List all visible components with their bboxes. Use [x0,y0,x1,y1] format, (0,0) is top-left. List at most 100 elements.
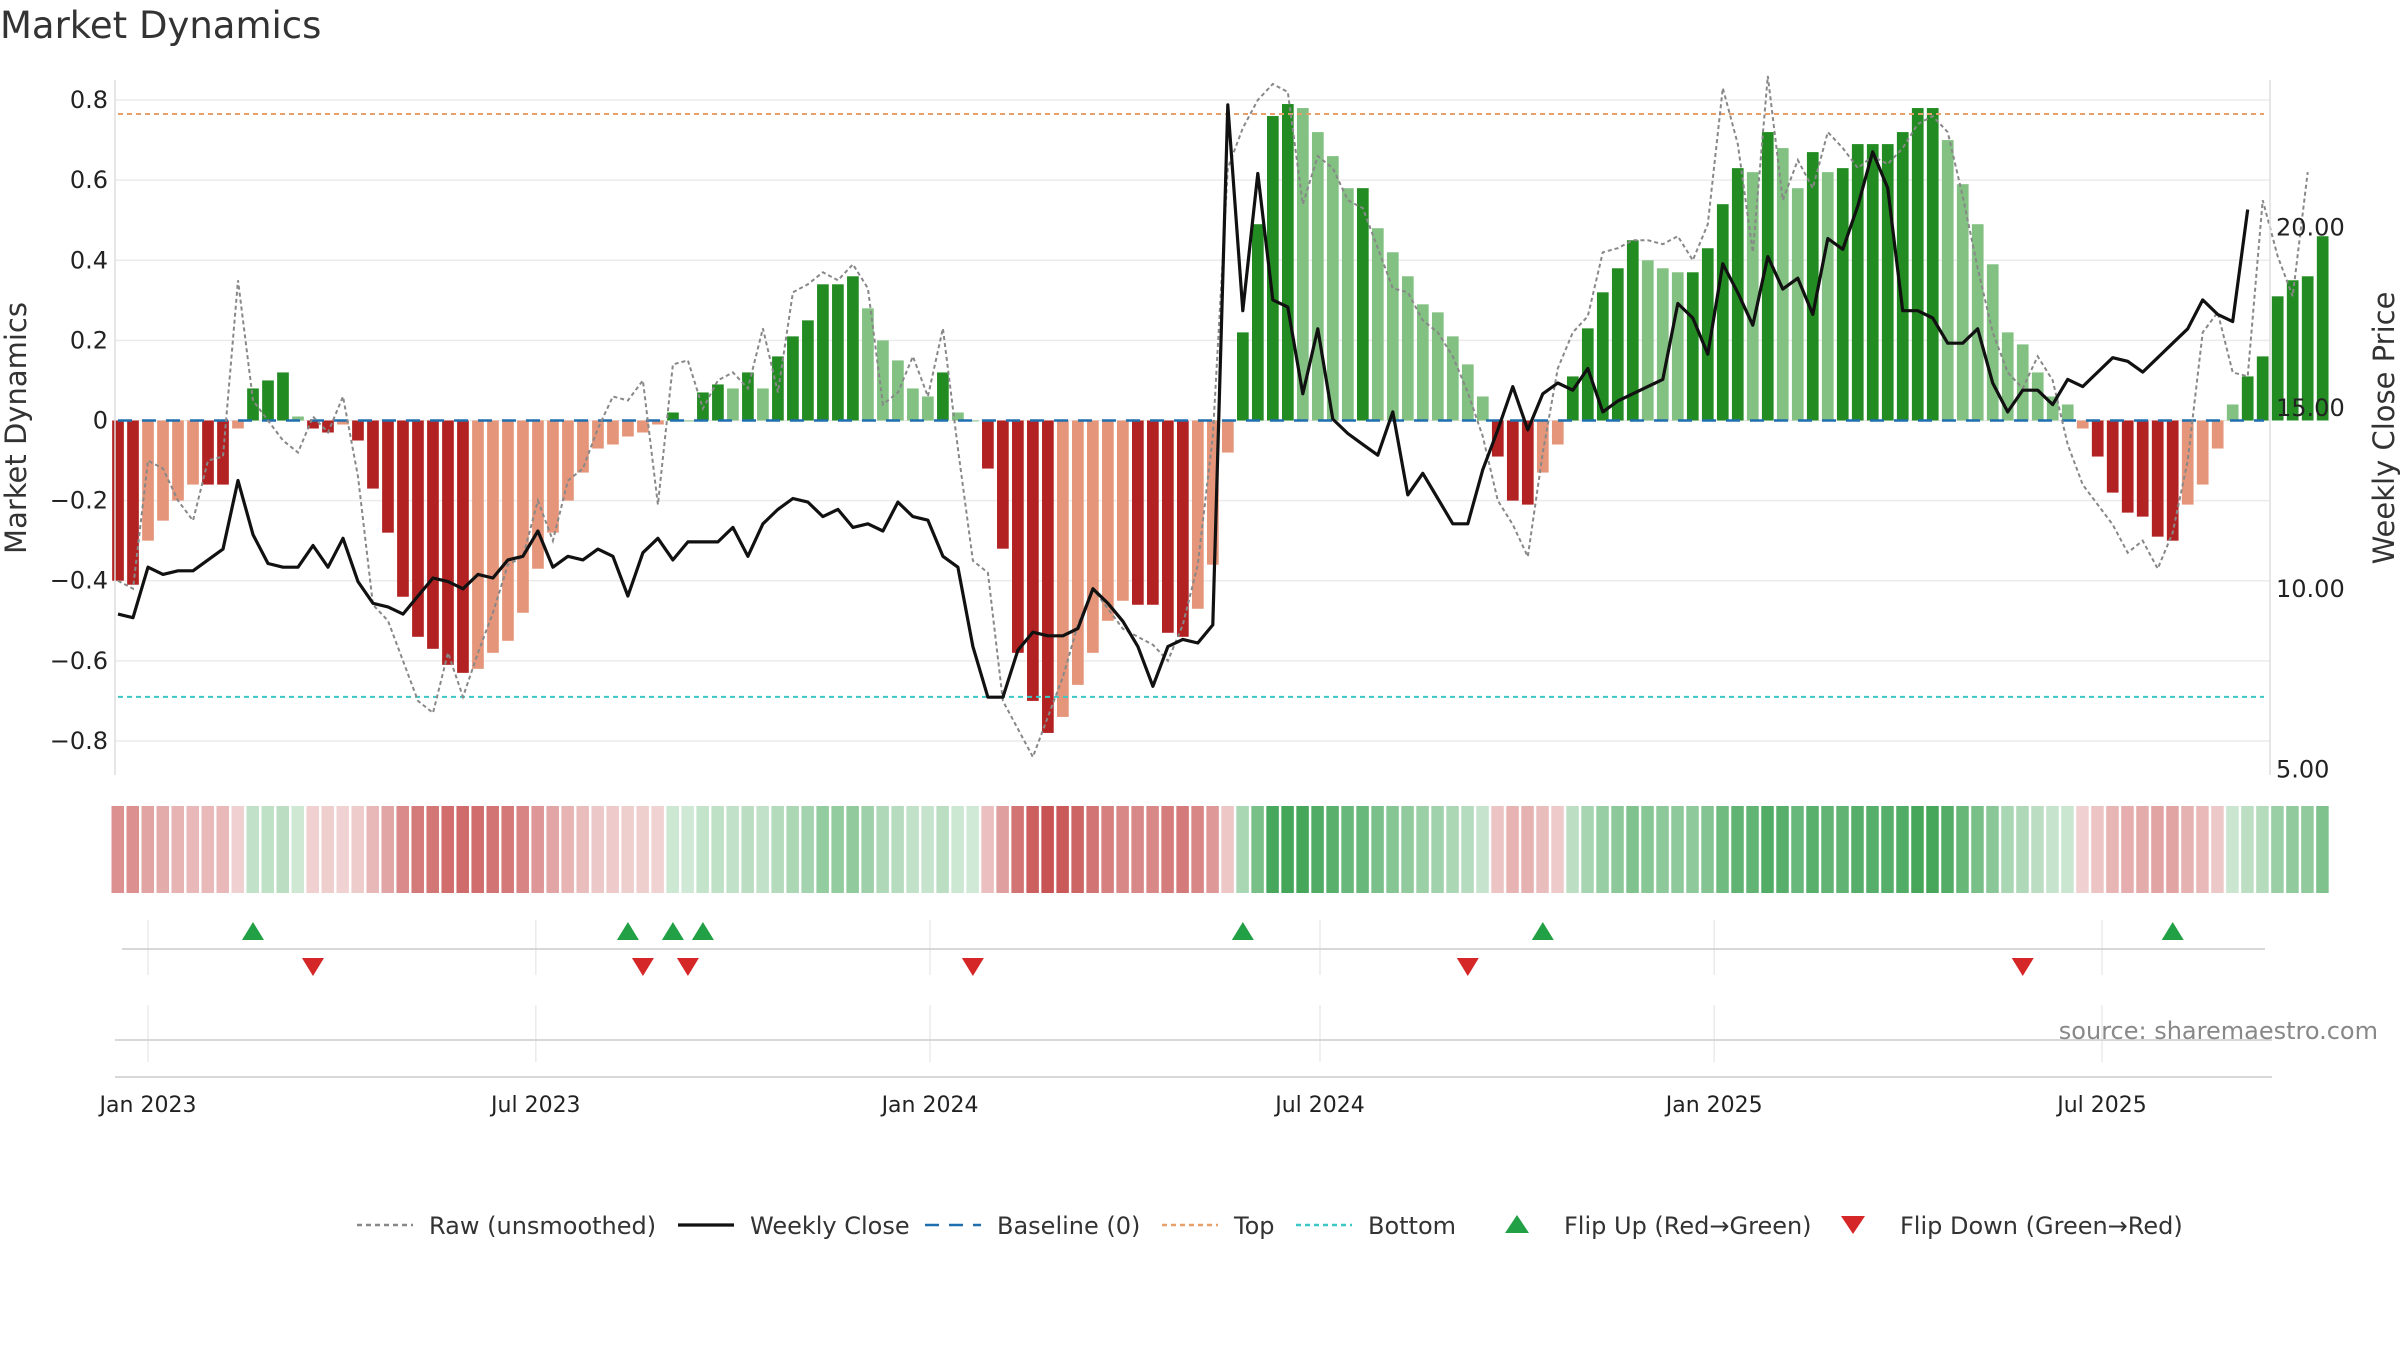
dynamics-bar [1776,148,1789,421]
dynamics-bar [607,420,619,445]
dynamics-bar [952,412,964,421]
legend-flip-down-icon [1841,1216,1865,1234]
dynamics-bar [2046,396,2059,421]
dynamics-bar [307,420,319,429]
regime-cell [1506,806,1519,893]
flip-up-marker [691,922,714,940]
dynamics-bar [1911,108,1924,421]
dynamics-bar [1851,144,1864,421]
regime-cell [966,806,979,893]
dynamics-bar [2286,280,2299,421]
dynamics-bar [1311,132,1324,421]
legend-flip-up-icon [1505,1215,1529,1233]
regime-cell [201,806,214,893]
regime-cell [2226,806,2239,893]
dynamics-bar [1806,152,1819,421]
regime-cell [1071,806,1084,893]
regime-cell [1656,806,1669,893]
regime-cell [726,806,739,893]
x-tick-label: Jul 2023 [489,1093,581,1118]
dynamics-bar [652,420,664,425]
regime-cell [981,806,994,893]
regime-cell [1611,806,1624,893]
regime-cell [2046,806,2059,893]
dynamics-bar [1206,420,1219,565]
regime-cell [1161,806,1174,893]
flip-up-marker [241,922,264,940]
dynamics-bar [1431,312,1444,421]
left-tick-label: 0.6 [70,166,108,194]
dynamics-bar [442,420,454,665]
dynamics-bars [112,104,2329,733]
dynamics-bar [1326,156,1339,421]
regime-cell [126,806,140,893]
regime-cell [1491,806,1504,893]
dynamics-bar [787,336,799,421]
dynamics-bar [1656,268,1669,421]
dynamics-bar [1476,396,1489,421]
dynamics-bar [802,320,814,421]
dynamics-bar [142,420,154,541]
regime-cell [111,806,125,893]
dynamics-bar [1686,272,1699,421]
regime-cell [1536,806,1549,893]
dynamics-bar [1836,168,1849,421]
regime-cell [1146,806,1159,893]
flip-down-marker [1456,958,1479,976]
weekly-close-line [117,103,2250,699]
dynamics-bar [1221,420,1234,453]
regime-cell [1896,806,1909,893]
regime-cell [1731,806,1744,893]
legend-label: Baseline (0) [997,1212,1140,1240]
dynamics-bar [427,420,439,649]
dynamics-bar [562,420,574,501]
regime-cell [741,806,754,893]
regime-cell [1791,806,1804,893]
regime-cell [1836,806,1849,893]
dynamics-bar [2211,420,2224,449]
regime-cell [2196,806,2209,893]
left-tick-label: −0.2 [50,487,108,515]
dynamics-bar [922,396,934,421]
flip-down-marker [631,958,654,976]
regime-cell [561,806,574,893]
dynamics-bar [1027,420,1039,701]
dynamics-bar [2316,236,2329,421]
series-lines [117,75,2309,760]
regime-cell [1236,806,1249,893]
regime-cell [426,806,439,893]
regime-cell [891,806,904,893]
regime-cell [786,806,799,893]
regime-cell [276,806,289,893]
raw-series-line [117,75,2309,760]
regime-cell [1701,806,1714,893]
regime-cell [2241,806,2254,893]
dynamics-bar [277,372,289,421]
flip-markers [241,922,2184,976]
regime-cell [1131,806,1144,893]
dynamics-bar [232,420,244,429]
regime-cell [216,806,229,893]
dynamics-bar [1986,264,1999,421]
dynamics-bar [2106,420,2119,493]
regime-cell [1806,806,1819,893]
dynamics-bar [2031,372,2044,421]
regime-cell [531,806,544,893]
regime-cell [246,806,259,893]
dynamics-bar [2121,420,2134,513]
dynamics-bar [1821,172,1834,421]
dynamics-bar [1761,132,1774,421]
dynamics-bar [337,420,349,425]
dynamics-bar [1102,420,1114,621]
dynamics-bar [547,420,559,533]
dynamics-bar [982,420,994,469]
legend-label: Top [1233,1212,1275,1240]
dynamics-bar [907,388,919,421]
regime-cell [2136,806,2149,893]
dynamics-bar [502,420,514,641]
regime-cell [921,806,934,893]
regime-cell [1296,806,1309,893]
regime-cell [1641,806,1654,893]
regime-cell [1416,806,1429,893]
